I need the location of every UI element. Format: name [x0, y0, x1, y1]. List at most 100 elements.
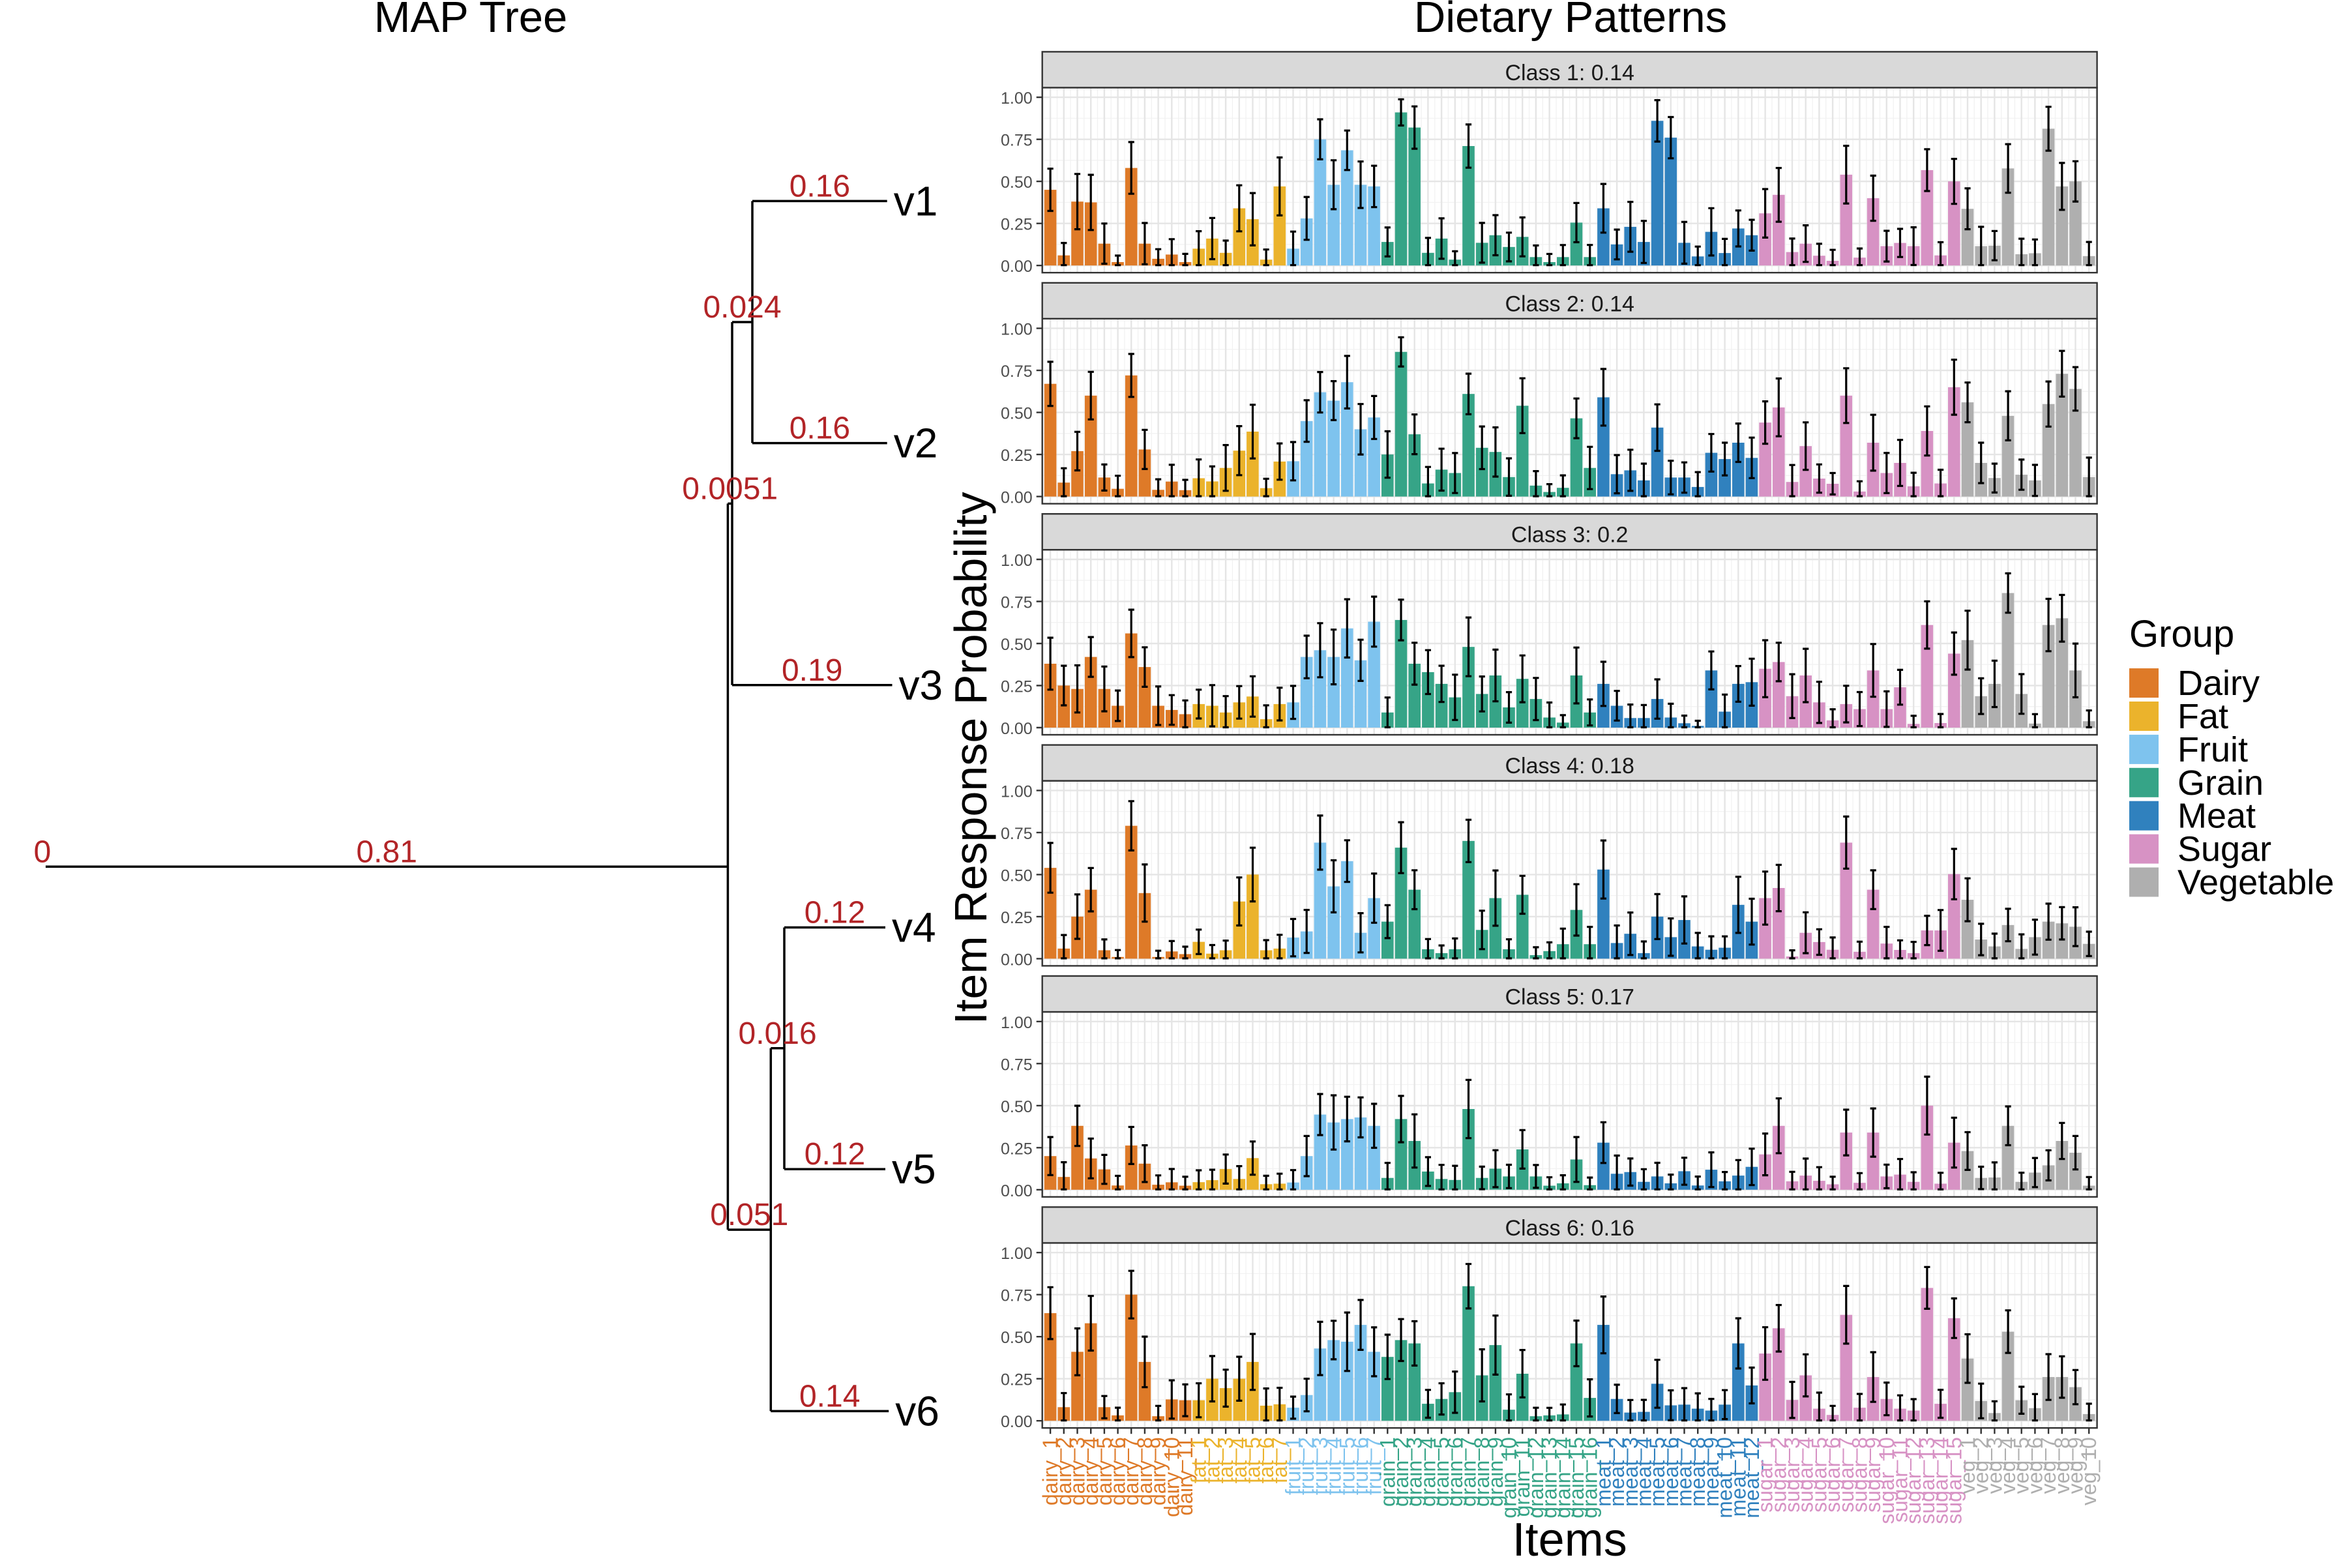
svg-text:0.50: 0.50	[1001, 1329, 1033, 1347]
svg-text:dairy_6: dairy_6	[1106, 1437, 1130, 1505]
svg-text:fat_1: fat_1	[1187, 1437, 1211, 1483]
svg-text:0.25: 0.25	[1001, 909, 1033, 927]
svg-text:grain_1: grain_1	[1376, 1437, 1399, 1507]
svg-text:0.19: 0.19	[782, 653, 842, 688]
svg-text:MAP Tree: MAP Tree	[374, 0, 568, 42]
svg-text:0.016: 0.016	[739, 1016, 817, 1051]
svg-text:0.25: 0.25	[1001, 1371, 1033, 1389]
svg-text:fat_6: fat_6	[1254, 1437, 1278, 1483]
svg-text:meat_8: meat_8	[1686, 1437, 1709, 1507]
svg-text:dairy_5: dairy_5	[1093, 1437, 1116, 1505]
svg-text:fat_5: fat_5	[1241, 1437, 1265, 1483]
svg-text:Group: Group	[2129, 613, 2234, 655]
svg-text:0.50: 0.50	[1001, 405, 1033, 423]
svg-text:1.00: 1.00	[1001, 552, 1033, 570]
svg-text:fat_4: fat_4	[1228, 1437, 1251, 1483]
svg-text:0.75: 0.75	[1001, 132, 1033, 150]
svg-text:Class 1: 0.14: Class 1: 0.14	[1505, 61, 1634, 85]
svg-text:fruit_7: fruit_7	[1363, 1437, 1386, 1495]
svg-text:sugar_5: sugar_5	[1807, 1437, 1831, 1513]
svg-text:meat_7: meat_7	[1673, 1437, 1696, 1507]
svg-text:grain_3: grain_3	[1403, 1437, 1426, 1507]
svg-text:0.12: 0.12	[804, 1137, 865, 1172]
svg-text:grain_2: grain_2	[1389, 1437, 1413, 1507]
svg-text:0.0051: 0.0051	[682, 471, 778, 506]
svg-text:0.50: 0.50	[1001, 173, 1033, 192]
svg-text:0.051: 0.051	[710, 1198, 788, 1232]
svg-text:fat_3: fat_3	[1214, 1437, 1237, 1483]
svg-text:dairy_4: dairy_4	[1079, 1437, 1102, 1505]
svg-text:v2: v2	[894, 420, 938, 467]
svg-text:veg_6: veg_6	[2023, 1437, 2046, 1494]
svg-text:Items: Items	[1513, 1514, 1627, 1565]
svg-text:Meat: Meat	[2177, 797, 2256, 836]
svg-text:1.00: 1.00	[1001, 1014, 1033, 1032]
svg-text:v5: v5	[892, 1146, 936, 1192]
svg-text:veg_7: veg_7	[2037, 1437, 2060, 1494]
svg-text:0.00: 0.00	[1001, 258, 1033, 276]
svg-text:veg_1: veg_1	[1956, 1437, 1979, 1494]
svg-text:meat_9: meat_9	[1700, 1437, 1723, 1507]
svg-text:dairy_8: dairy_8	[1133, 1437, 1157, 1505]
svg-text:0.75: 0.75	[1001, 1056, 1033, 1074]
svg-text:dairy_9: dairy_9	[1147, 1437, 1170, 1505]
svg-text:sugar_4: sugar_4	[1794, 1437, 1818, 1513]
svg-text:0.00: 0.00	[1001, 720, 1033, 738]
svg-text:fat_7: fat_7	[1268, 1437, 1292, 1483]
svg-text:v3: v3	[899, 662, 943, 709]
svg-text:1.00: 1.00	[1001, 782, 1033, 801]
svg-text:0.12: 0.12	[804, 896, 865, 930]
svg-text:sugar_11: sugar_11	[1889, 1437, 1912, 1522]
svg-text:0.16: 0.16	[790, 169, 850, 203]
svg-text:0.25: 0.25	[1001, 447, 1033, 465]
svg-text:fruit_1: fruit_1	[1282, 1437, 1305, 1495]
svg-text:dairy_10: dairy_10	[1160, 1437, 1183, 1517]
svg-text:fruit_4: fruit_4	[1322, 1437, 1346, 1495]
svg-text:grain_10: grain_10	[1498, 1437, 1521, 1518]
svg-text:fruit_6: fruit_6	[1349, 1437, 1372, 1495]
svg-text:veg_4: veg_4	[1996, 1437, 2020, 1494]
svg-text:grain_15: grain_15	[1565, 1437, 1588, 1518]
svg-text:Fat: Fat	[2177, 697, 2228, 736]
svg-text:veg_8: veg_8	[2050, 1437, 2074, 1494]
svg-text:dairy_2: dairy_2	[1052, 1437, 1076, 1505]
svg-text:meat_1: meat_1	[1591, 1437, 1615, 1507]
svg-text:1.00: 1.00	[1001, 321, 1033, 339]
svg-text:0.50: 0.50	[1001, 866, 1033, 885]
svg-text:0.00: 0.00	[1001, 489, 1033, 507]
svg-text:sugar_9: sugar_9	[1861, 1437, 1885, 1513]
svg-text:0.00: 0.00	[1001, 1413, 1033, 1431]
svg-text:0.75: 0.75	[1001, 362, 1033, 381]
svg-text:meat_2: meat_2	[1605, 1437, 1629, 1507]
svg-text:grain_4: grain_4	[1416, 1437, 1439, 1507]
svg-text:fruit_5: fruit_5	[1335, 1437, 1359, 1495]
svg-text:Vegetable: Vegetable	[2177, 863, 2334, 902]
svg-text:grain_6: grain_6	[1443, 1437, 1467, 1507]
svg-text:grain_8: grain_8	[1470, 1437, 1494, 1507]
svg-text:0.024: 0.024	[703, 290, 781, 325]
svg-text:dairy_1: dairy_1	[1039, 1437, 1062, 1505]
svg-text:v6: v6	[895, 1387, 939, 1434]
svg-text:fruit_3: fruit_3	[1308, 1437, 1332, 1495]
svg-text:0.81: 0.81	[356, 835, 417, 869]
svg-text:sugar_3: sugar_3	[1780, 1437, 1804, 1513]
svg-text:0.25: 0.25	[1001, 1140, 1033, 1158]
svg-text:sugar_1: sugar_1	[1754, 1437, 1777, 1513]
svg-text:sugar_2: sugar_2	[1767, 1437, 1790, 1513]
svg-text:veg_2: veg_2	[1970, 1437, 1993, 1494]
svg-text:meat_11: meat_11	[1726, 1437, 1750, 1516]
svg-text:Class 3: 0.2: Class 3: 0.2	[1511, 523, 1629, 548]
svg-text:meat_10: meat_10	[1713, 1437, 1737, 1518]
svg-text:meat_4: meat_4	[1632, 1437, 1655, 1507]
svg-text:Item Response Probability: Item Response Probability	[945, 492, 996, 1024]
svg-text:grain_14: grain_14	[1551, 1437, 1574, 1518]
svg-text:veg_9: veg_9	[2064, 1437, 2088, 1494]
svg-text:v4: v4	[892, 904, 936, 951]
svg-text:veg_5: veg_5	[2010, 1437, 2033, 1494]
svg-text:0.25: 0.25	[1001, 216, 1033, 234]
svg-text:veg_10: veg_10	[2077, 1437, 2101, 1505]
svg-text:0.16: 0.16	[790, 411, 850, 446]
svg-text:Class 6: 0.16: Class 6: 0.16	[1505, 1216, 1634, 1241]
svg-text:veg_3: veg_3	[1983, 1437, 2006, 1494]
svg-text:dairy_7: dairy_7	[1119, 1437, 1143, 1505]
